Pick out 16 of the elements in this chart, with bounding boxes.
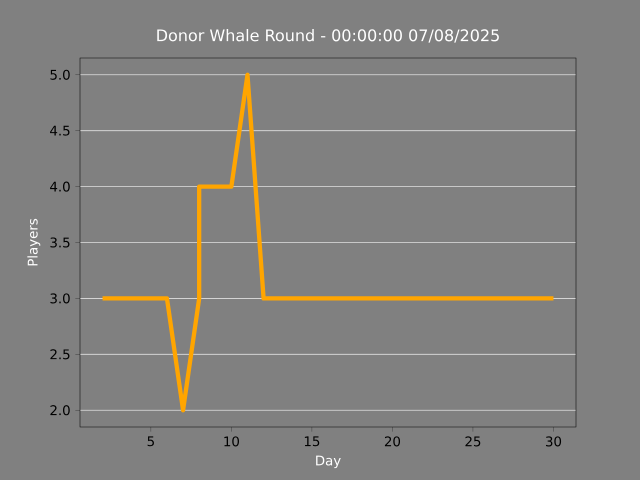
y-tick-label: 5.0 (50, 70, 70, 80)
x-tick-label: 10 (224, 436, 239, 446)
chart-title: Donor Whale Round - 00:00:00 07/08/2025 (157, 28, 499, 43)
x-tick-label: 5 (148, 436, 154, 446)
x-tick-label: 15 (304, 436, 320, 446)
y-tick-label: 3.0 (50, 293, 70, 304)
y-tick-label: 4.5 (50, 126, 70, 136)
y-tick-label: 3.5 (50, 237, 70, 248)
x-axis-title: Day (316, 456, 341, 468)
y-tick-label: 4.0 (50, 182, 70, 192)
y-axis-title: Players (27, 218, 40, 266)
x-tick-label: 30 (546, 436, 562, 446)
x-tick-label: 25 (465, 436, 480, 446)
y-tick-label: 2.5 (50, 349, 70, 360)
x-tick-label: 20 (384, 436, 400, 446)
y-tick-label: 2.0 (50, 405, 70, 416)
